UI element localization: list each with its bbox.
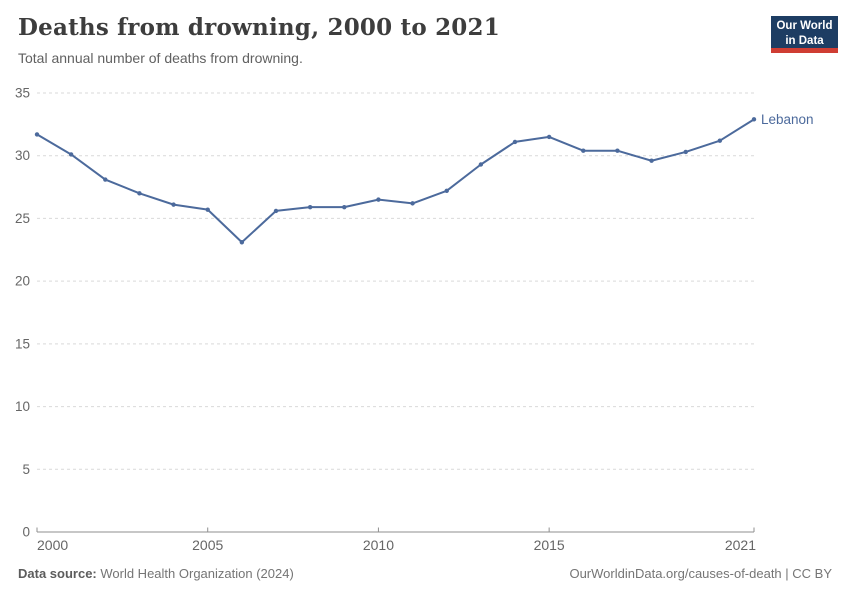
data-source-value: World Health Organization (2024): [96, 566, 294, 581]
x-tick-label: 2015: [534, 537, 565, 553]
data-point[interactable]: [205, 207, 210, 212]
owid-logo-line2: in Data: [785, 34, 824, 47]
series-line[interactable]: [36, 118, 755, 244]
chart-footer: Data source: World Health Organization (…: [18, 566, 832, 581]
data-point[interactable]: [273, 208, 279, 214]
data-point[interactable]: [68, 152, 74, 157]
owid-logo-line1: Our World: [776, 20, 833, 32]
data-point[interactable]: [649, 158, 654, 163]
data-point[interactable]: [171, 202, 176, 207]
data-point[interactable]: [137, 191, 142, 196]
attribution-link[interactable]: OurWorldinData.org/causes-of-death | CC …: [569, 566, 832, 581]
x-tick-label: 2000: [37, 537, 68, 553]
x-tick-label: 2021: [725, 537, 756, 553]
data-point[interactable]: [410, 201, 415, 206]
y-tick-label: 5: [22, 462, 30, 477]
data-point[interactable]: [376, 197, 381, 202]
owid-logo[interactable]: Our World in Data: [771, 16, 838, 53]
data-source-label: Data source:: [18, 566, 97, 581]
data-point[interactable]: [103, 177, 108, 182]
y-tick-label: 0: [22, 525, 30, 540]
data-point[interactable]: [546, 134, 552, 140]
data-point[interactable]: [717, 138, 723, 143]
chart-subtitle: Total annual number of deaths from drown…: [18, 49, 303, 66]
data-point[interactable]: [615, 148, 620, 153]
series-label: Lebanon: [761, 112, 814, 127]
x-tick-label: 2005: [192, 537, 223, 553]
data-point[interactable]: [444, 188, 449, 194]
data-point[interactable]: [307, 204, 313, 210]
data-point[interactable]: [34, 132, 40, 137]
y-tick-label: 35: [15, 86, 30, 101]
chart-header: Deaths from drowning, 2000 to 2021 Total…: [18, 14, 750, 66]
data-point[interactable]: [478, 162, 484, 167]
chart-title: Deaths from drowning, 2000 to 2021: [18, 14, 500, 41]
y-tick-label: 15: [15, 336, 30, 351]
data-point[interactable]: [512, 139, 518, 145]
y-tick-label: 10: [15, 399, 30, 414]
y-tick-label: 30: [15, 148, 30, 163]
data-point[interactable]: [751, 117, 757, 122]
y-tick-label: 20: [15, 274, 30, 289]
data-source: Data source: World Health Organization (…: [18, 566, 294, 581]
data-point[interactable]: [342, 204, 347, 210]
x-tick-label: 2010: [363, 537, 394, 553]
y-tick-label: 25: [15, 211, 30, 226]
data-point[interactable]: [581, 148, 586, 153]
data-point[interactable]: [683, 149, 688, 155]
data-point[interactable]: [239, 240, 245, 245]
